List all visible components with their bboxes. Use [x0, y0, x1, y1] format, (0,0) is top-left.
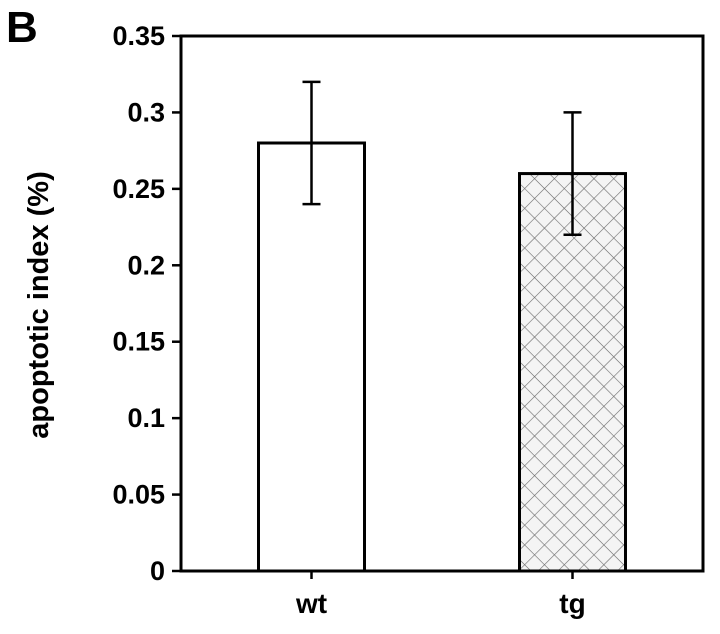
plot-frame: [179, 34, 705, 573]
x-tick-label-wt: wt: [295, 588, 327, 619]
error-bars: [302, 80, 582, 236]
y-tick-label: 0.05: [112, 480, 165, 510]
y-axis: 0 0.05 0.1 0.15 0.2 0.25 0.3 0.35: [112, 21, 181, 586]
x-axis: wt tg: [295, 571, 586, 619]
y-tick-label: 0.1: [127, 403, 165, 433]
panel-label: B: [6, 3, 38, 52]
y-axis-label: apoptotic index (%): [23, 171, 55, 438]
y-tick-label: 0.2: [127, 250, 165, 280]
y-tick-label: 0.35: [112, 21, 165, 51]
y-tick-label: 0.15: [112, 327, 165, 357]
y-tick-label: 0.3: [127, 97, 165, 127]
y-tick-label: 0: [150, 556, 165, 586]
x-tick-label-tg: tg: [559, 588, 585, 619]
y-tick-label: 0.25: [112, 174, 165, 204]
bar-wt: [257, 141, 366, 573]
bars: [257, 141, 627, 573]
